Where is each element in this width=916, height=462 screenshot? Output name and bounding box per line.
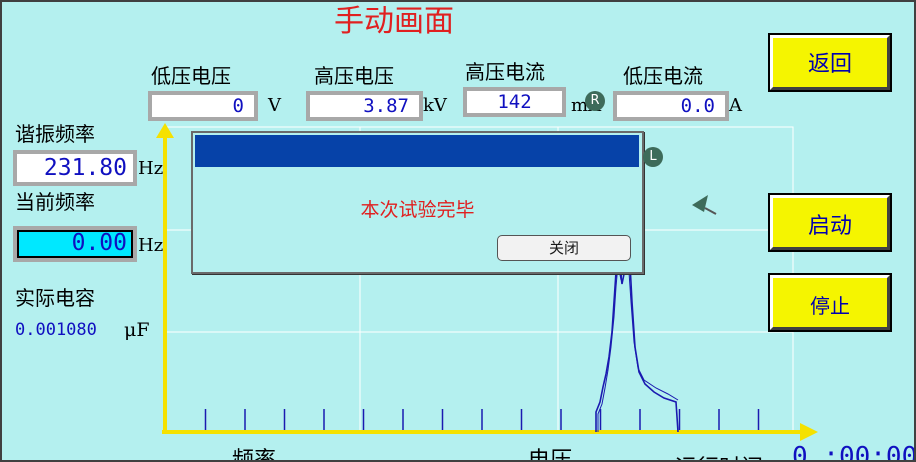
x-axis-label: 频率 <box>232 448 277 462</box>
resonance-curve <box>595 241 679 433</box>
current-frequency-label: 当前频率 <box>15 190 95 214</box>
x-axis-arrow <box>800 423 818 441</box>
dialog-title-bar <box>195 135 639 167</box>
start-button-label: 启动 <box>807 214 852 239</box>
y-axis-arrow <box>156 123 174 138</box>
resonance-frequency-value: 231.80 <box>13 150 137 186</box>
current-frequency-unit: Hz <box>138 235 164 256</box>
range-l-badge: L <box>643 147 663 167</box>
range-r-badge: R <box>585 91 605 111</box>
resonance-curve-trace <box>597 249 679 432</box>
low-voltage-unit: V <box>268 95 281 116</box>
back-button[interactable]: 返回 <box>770 35 890 90</box>
high-voltage-value: 3.87 <box>306 91 423 121</box>
dialog-message: 本次试验完毕 <box>360 199 475 221</box>
low-current-label: 低压电流 <box>623 64 703 88</box>
stop-button-label: 停止 <box>810 294 850 318</box>
low-current-value: 0.0 <box>613 91 729 121</box>
start-button[interactable]: 启动 <box>770 195 890 250</box>
page-title: 手动画面 <box>334 4 454 39</box>
back-button-label: 返回 <box>807 52 852 77</box>
low-voltage-label: 低压电压 <box>151 64 231 88</box>
low-voltage-value: 0 <box>148 91 258 121</box>
arrow-cursor-icon <box>692 195 717 215</box>
run-time-value: 0 :00:00 <box>792 442 916 462</box>
high-current-label: 高压电流 <box>465 60 545 84</box>
high-voltage-label: 高压电压 <box>314 64 394 88</box>
dialog-close-button[interactable]: 关闭 <box>497 235 631 261</box>
test-complete-dialog: 本次试验完毕 关闭 <box>191 131 644 274</box>
stop-button[interactable]: 停止 <box>770 275 890 330</box>
x-axis-ticks <box>165 409 760 432</box>
capacitance-label: 实际电容 <box>15 286 95 310</box>
resonance-frequency-unit: Hz <box>138 158 164 179</box>
low-current-unit: A <box>729 95 742 116</box>
run-time-label: 运行时间 <box>675 450 763 460</box>
current-frequency-field[interactable]: 0.00 <box>13 226 137 262</box>
y-axis-label: 电压 <box>528 448 573 462</box>
high-current-value: 142 <box>463 87 566 117</box>
resonance-frequency-label: 谐振频率 <box>15 122 95 146</box>
capacitance-value: 0.001080 <box>15 320 97 340</box>
capacitance-unit: μF <box>124 319 150 341</box>
high-voltage-unit: kV <box>423 95 447 116</box>
